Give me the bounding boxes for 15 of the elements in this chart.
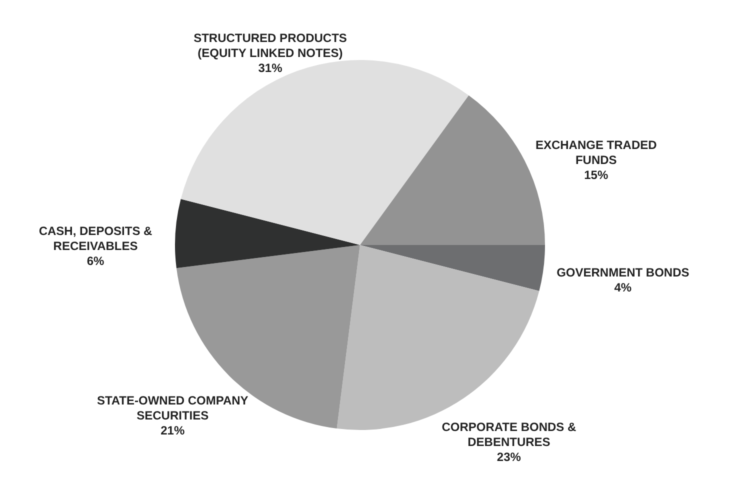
slice-label: CASH, DEPOSITS & RECEIVABLES [38,224,153,254]
data-label: 6% [86,254,105,268]
slice-label: GOVERNMENT BONDS [556,266,690,280]
data-label: 21% [160,424,185,438]
slice-label: EXCHANGE TRADED FUNDS [535,138,658,168]
slice-label: STRUCTURED PRODUCTS (EQUITY LINKED NOTES) [194,31,347,60]
pie-slice [360,245,545,292]
pie-slice [175,198,360,268]
slice-label: STATE-OWNED COMPANY SECURITIES [96,394,248,423]
data-label: 23% [496,450,522,464]
data-label: 31% [258,61,283,76]
data-label: 4% [614,280,632,295]
slice-label: CORPORATE BONDS & DEBENTURES [442,420,577,449]
data-label: 15% [584,168,608,182]
pie-slice [180,60,469,245]
